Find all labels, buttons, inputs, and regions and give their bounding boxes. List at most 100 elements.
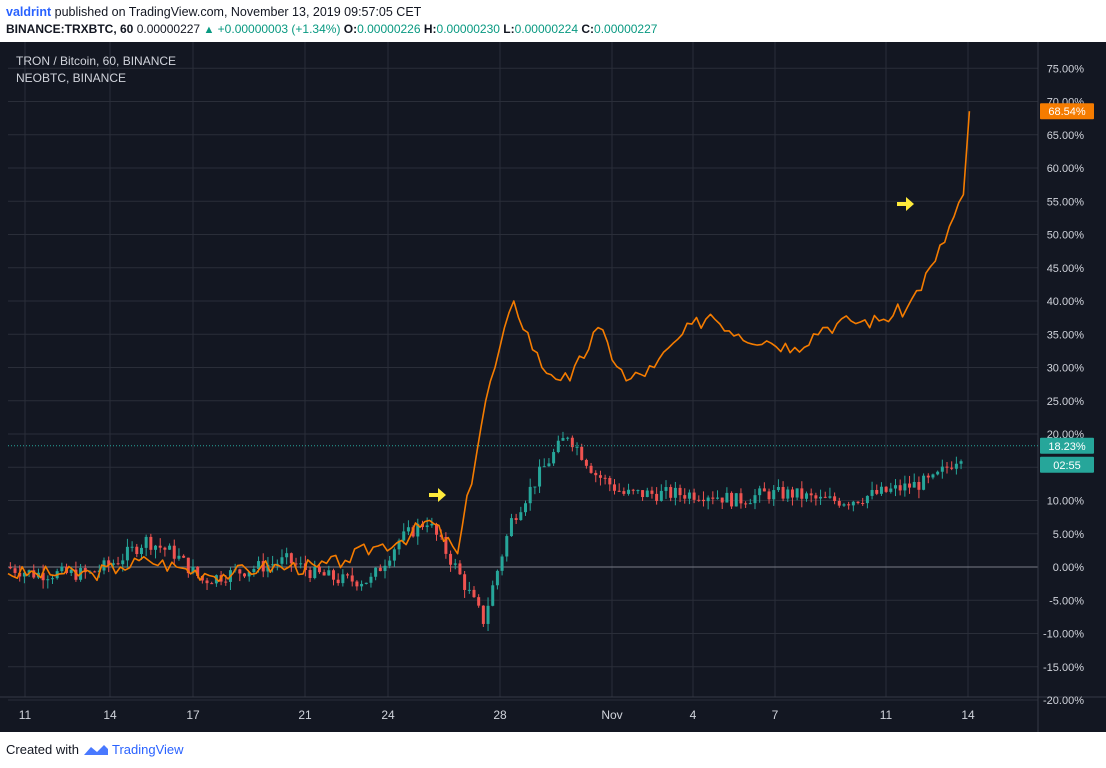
x-tick-label: 24 [381,708,395,722]
candle-body [772,490,776,500]
y-tick-label: -10.00% [1043,629,1084,641]
candle-body [809,493,813,496]
y-tick-label: 35.00% [1047,329,1085,341]
candle-body [776,487,780,491]
candle-body [922,475,926,490]
y-tick-label: 25.00% [1047,396,1085,408]
candle-body [149,536,153,550]
candle-body [739,493,743,504]
high-value: 0.00000230 [436,22,500,36]
tradingview-brand[interactable]: TradingView [111,742,184,757]
candle-body [758,488,762,496]
candle-body [481,605,485,624]
candle-body [130,546,134,548]
candle-body [378,567,382,572]
candle-body [655,493,659,501]
candle-body [252,568,256,573]
candle-body [903,483,907,491]
candle-body [687,492,691,499]
candle-body [795,488,799,498]
candle-body [580,446,584,460]
candle-body [402,531,406,541]
candle-body [753,495,757,504]
candle-body [865,495,869,504]
candle-body [959,461,963,464]
arrow-annotation-icon [897,197,914,211]
candle-body [833,496,837,501]
candle-body [945,466,949,468]
candle-body [692,492,696,500]
candle-body [364,582,368,584]
candle-body [823,496,827,498]
candle-body [444,536,448,554]
candle-body [683,495,687,499]
candle-body [327,570,331,576]
candle-body [158,545,162,548]
candle-body [46,579,50,581]
trx-current-label: 18.23% [1048,441,1086,453]
candle-body [762,488,766,492]
candle-body [107,560,111,565]
candle-body [486,605,490,624]
chart-canvas[interactable]: 75.00%70.00%65.00%60.00%55.00%50.00%45.0… [0,42,1106,732]
chart-panel[interactable]: 75.00% 70.00% 65.00% 60.00% 55.00% 50.00% 45.0… [0,42,1106,732]
candle-body [669,487,673,498]
author-link[interactable]: valdrint [6,5,52,19]
y-tick-label: 45.00% [1047,263,1085,275]
y-tick-label: 60.00% [1047,163,1085,175]
candle-body [805,493,809,499]
candle-body [186,557,190,574]
candle-body [631,489,635,491]
candle-body [734,493,738,507]
legend-main-series[interactable]: TRON / Bitcoin, 60, BINANCE [16,54,177,68]
candle-body [856,501,860,504]
candle-body [828,496,832,498]
candle-body [847,504,851,506]
candle-body [135,546,139,555]
close-label: C: [581,22,595,36]
y-tick-label: 75.00% [1047,63,1085,75]
candle-body [781,487,785,499]
candle-body [74,569,78,580]
candle-body [430,523,434,526]
candle-body [819,496,823,499]
candle-body [27,570,31,573]
price-change: +0.00000003 (+1.34%) [217,22,341,36]
candle-body [392,549,396,561]
candle-body [542,466,546,468]
candle-body [800,488,804,499]
candle-body [926,475,930,478]
candle-body [664,487,668,491]
candle-body [22,572,26,577]
candle-body [566,437,570,439]
legend-compare-series[interactable]: NEOBTC, BINANCE [16,71,127,85]
y-tick-label: -5.00% [1049,595,1084,607]
candle-body [514,518,518,521]
candle-body [154,545,158,550]
candle-body [425,525,429,528]
low-value: 0.00000224 [514,22,579,36]
candle-body [41,572,45,581]
candle-body [889,488,893,492]
candle-body [509,518,513,537]
candle-body [83,568,87,573]
candle-body [673,487,677,498]
candle-body [247,572,251,577]
candle-body [940,466,944,472]
candle-body [645,490,649,498]
candle-body [837,500,841,506]
open-value: 0.00000226 [357,22,421,36]
candle-body [341,574,345,584]
candle-body [954,463,958,469]
y-tick-label: 55.00% [1047,196,1085,208]
symbol-line: BINANCE:TRXBTC, 60 0.00000227 ▲ +0.00000… [6,22,657,36]
candle-body [500,556,504,571]
candle-body [331,570,335,580]
neo-current-label: 68.54% [1048,106,1086,118]
candle-body [716,497,720,499]
candle-body [346,574,350,576]
candle-body [650,490,654,494]
candle-body [458,563,462,575]
candle-body [285,553,289,558]
trx-current-label-bg [1040,437,1094,454]
